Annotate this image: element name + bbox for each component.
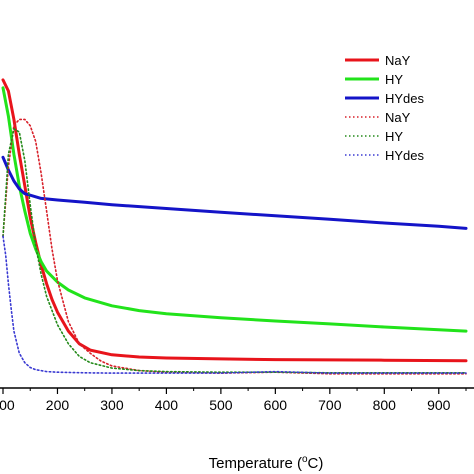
- legend-label-hy: HY: [385, 129, 403, 144]
- legend-label-hydes: HYdes: [385, 148, 425, 163]
- x-axis-title: Temperature (oC): [209, 454, 324, 472]
- legend-label-hy: HY: [385, 72, 403, 87]
- legend-label-nay: NaY: [385, 53, 411, 68]
- series-solid-nay-line: [1, 78, 468, 363]
- series-layer: [1, 78, 468, 375]
- x-tick-label: 200: [46, 397, 70, 413]
- x-tick-label: 100: [0, 397, 15, 413]
- x-tick-label: 800: [373, 397, 397, 413]
- legend: NaY HY HYdes NaY HY HYdes: [345, 53, 425, 163]
- x-tick-label: 300: [100, 397, 124, 413]
- x-tick-label: 600: [264, 397, 288, 413]
- series-dotted-hy-line: [2, 128, 467, 374]
- x-axis-title-superscript: o: [302, 454, 308, 465]
- series-solid-hydes-line: [1, 155, 468, 230]
- series-dotted-hydes-line: [2, 235, 467, 374]
- x-axis: 100 200 300 400 500 600 700 800 900: [0, 387, 474, 413]
- legend-label-hydes: HYdes: [385, 91, 425, 106]
- x-tick-label: 400: [155, 397, 179, 413]
- x-tick-label: 900: [427, 397, 451, 413]
- x-tick-label: 700: [318, 397, 342, 413]
- legend-label-nay: NaY: [385, 110, 411, 125]
- x-tick-label: 500: [209, 397, 233, 413]
